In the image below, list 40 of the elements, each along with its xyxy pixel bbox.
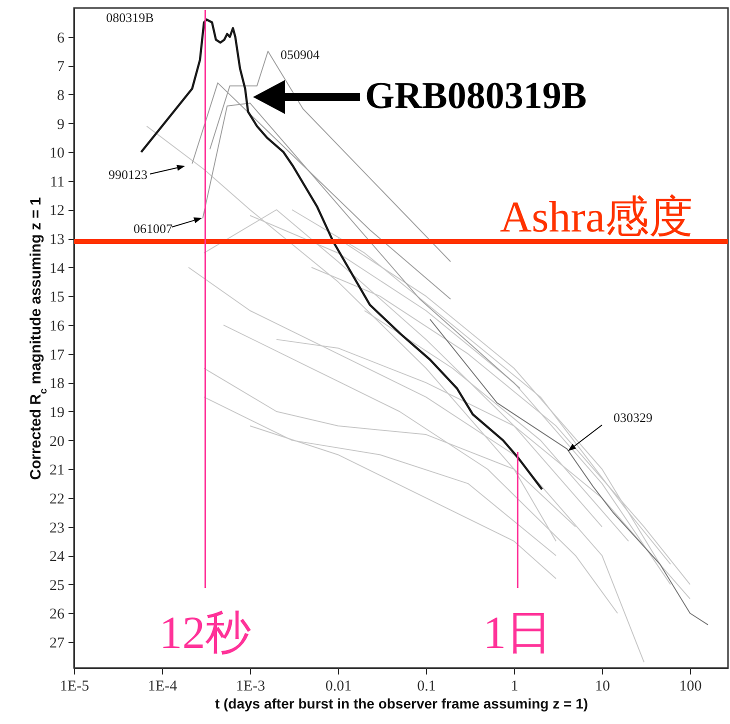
x-tick-label: 1E-4 xyxy=(148,678,178,694)
y-tick-label: 26 xyxy=(50,606,65,623)
y-tick-label: 21 xyxy=(50,462,64,479)
annotation: 030329 xyxy=(614,410,652,425)
y-tick-label: 24 xyxy=(50,549,65,566)
y-tick-label: 9 xyxy=(57,116,64,133)
y-tick-label: 27 xyxy=(50,636,65,652)
x-tick-label: 1E-5 xyxy=(60,678,90,694)
y-tick-label: 10 xyxy=(50,146,64,162)
y-tick-label: 19 xyxy=(50,404,64,421)
y-tick-label: 22 xyxy=(50,491,64,508)
y-tick-label: 18 xyxy=(50,376,64,392)
y-tick-label: 20 xyxy=(50,434,64,450)
annotation: 050904 xyxy=(280,47,320,62)
y-tick-label: 16 xyxy=(50,318,65,335)
x-tick-label: 0.1 xyxy=(417,678,436,694)
y-tick-label: 25 xyxy=(50,578,64,594)
annotation: 990123 xyxy=(108,167,148,182)
annotation: 080319B xyxy=(106,10,154,25)
ref-line-label: 1日 xyxy=(483,607,552,658)
y-tick-label: 6 xyxy=(57,30,65,46)
y-tick-label: 8 xyxy=(57,88,64,104)
annotation: 061007 xyxy=(134,221,173,236)
x-tick-label: 0.01 xyxy=(325,678,352,694)
y-tick-label: 23 xyxy=(50,520,64,536)
ref-line-label: 12秒 xyxy=(159,607,252,658)
y-tick-label: 15 xyxy=(50,290,64,306)
y-tick-label: 17 xyxy=(50,347,65,364)
x-tick-label: 100 xyxy=(679,678,702,694)
x-tick-label: 1E-3 xyxy=(236,678,266,694)
annotation: GRB080319B xyxy=(365,75,587,117)
y-tick-label: 14 xyxy=(50,260,65,277)
y-tick-label: 12 xyxy=(50,203,64,220)
y-tick-label: 7 xyxy=(57,59,65,76)
x-axis-title: t (days after burst in the observer frame assuming z = 1) xyxy=(214,696,588,712)
y-tick-label: 11 xyxy=(50,174,64,190)
ref-line-label: Ashra感度 xyxy=(500,192,693,242)
y-tick-label: 13 xyxy=(50,232,64,248)
x-tick-label: 1 xyxy=(510,678,518,694)
x-tick-label: 10 xyxy=(595,678,610,694)
